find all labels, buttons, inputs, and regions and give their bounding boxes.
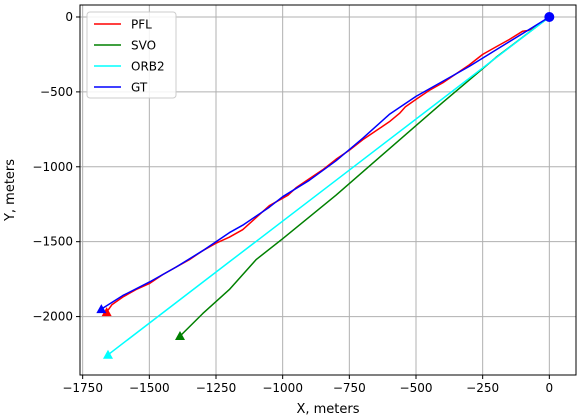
y-tick-label: −1500: [32, 235, 73, 249]
legend-label: ORB2: [131, 60, 165, 74]
series-end-marker-orb2: [103, 349, 113, 359]
series-end-marker-gt: [96, 304, 107, 314]
y-tick-label: −1000: [32, 160, 73, 174]
series-line-gt: [100, 16, 550, 310]
y-tick-label: −500: [40, 85, 73, 99]
series-end-marker-svo: [175, 331, 185, 341]
legend-box: [86, 11, 177, 99]
x-tick-label: −750: [333, 381, 366, 395]
series-line-svo: [179, 16, 550, 337]
legend: PFL SVO ORB2 GT: [86, 11, 177, 99]
axis-ticks: −1750 −1500 −1250 −1000 −750 −500 −250 0 0 −500 −1…: [32, 10, 553, 395]
y-tick-label: −2000: [32, 310, 73, 324]
legend-label: GT: [131, 81, 148, 95]
legend-label: PFL: [131, 18, 152, 32]
legend-label: SVO: [131, 39, 156, 53]
y-tick-label: 0: [65, 10, 73, 24]
x-tick-label: −500: [400, 381, 433, 395]
start-point-marker: [544, 11, 555, 22]
plot-series: [96, 11, 555, 359]
x-tick-label: −1500: [129, 381, 170, 395]
y-axis-label: Y, meters: [3, 159, 18, 222]
series-end-marker-pfl: [101, 307, 112, 317]
x-tick-label: −1250: [196, 381, 237, 395]
x-axis-label: X, meters: [296, 402, 359, 417]
x-tick-label: −250: [466, 381, 499, 395]
series-line-orb2: [107, 16, 550, 356]
x-tick-label: −1750: [62, 381, 103, 395]
x-tick-label: 0: [546, 381, 554, 395]
x-tick-label: −1000: [262, 381, 303, 395]
plot-frame: [79, 4, 577, 376]
